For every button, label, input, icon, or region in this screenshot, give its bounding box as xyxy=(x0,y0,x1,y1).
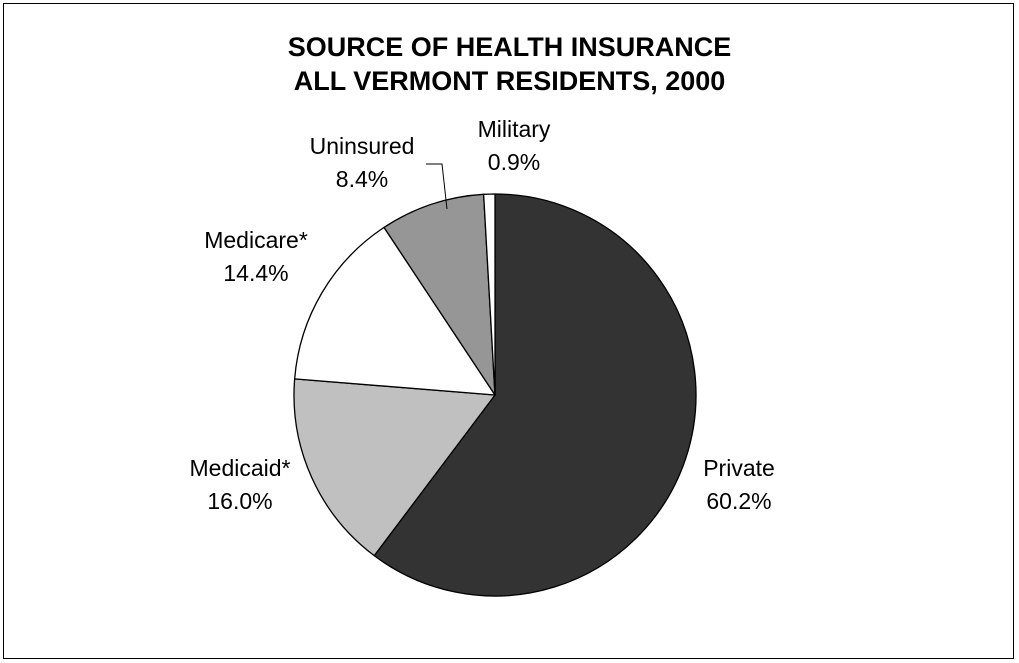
chart-title-line-2: ALL VERMONT RESIDENTS, 2000 xyxy=(293,66,726,96)
slice-value-medicare: 14.4% xyxy=(223,260,288,286)
pie-slice-medicare xyxy=(294,226,496,396)
slice-label-private: Private xyxy=(703,455,775,481)
slice-label-medicaid: Medicaid* xyxy=(190,455,291,481)
pie-slice-private xyxy=(373,193,697,597)
slice-label-medicare: Medicare* xyxy=(204,227,308,253)
slice-value-medicaid: 16.0% xyxy=(207,488,272,514)
pie-slice-medicaid xyxy=(293,378,496,557)
chart-title-line-1: SOURCE OF HEALTH INSURANCE xyxy=(287,32,732,62)
pie-chart: Private 60.2% Medicaid* 16.0% Medicare* 14.4%… xyxy=(190,116,775,597)
chart-title: SOURCE OF HEALTH INSURANCE ALL VERMONT R… xyxy=(4,30,1015,98)
slice-label-uninsured: Uninsured xyxy=(310,133,415,159)
slice-label-military: Military xyxy=(478,116,551,142)
slice-value-uninsured: 8.4% xyxy=(336,166,388,192)
slice-value-private: 60.2% xyxy=(706,488,771,514)
slice-value-military: 0.9% xyxy=(488,149,540,175)
leader-line-uninsured xyxy=(426,163,448,210)
chart-frame: SOURCE OF HEALTH INSURANCE ALL VERMONT R… xyxy=(3,3,1014,659)
pie-slice-military xyxy=(482,193,496,396)
pie-slice-uninsured xyxy=(383,193,496,396)
